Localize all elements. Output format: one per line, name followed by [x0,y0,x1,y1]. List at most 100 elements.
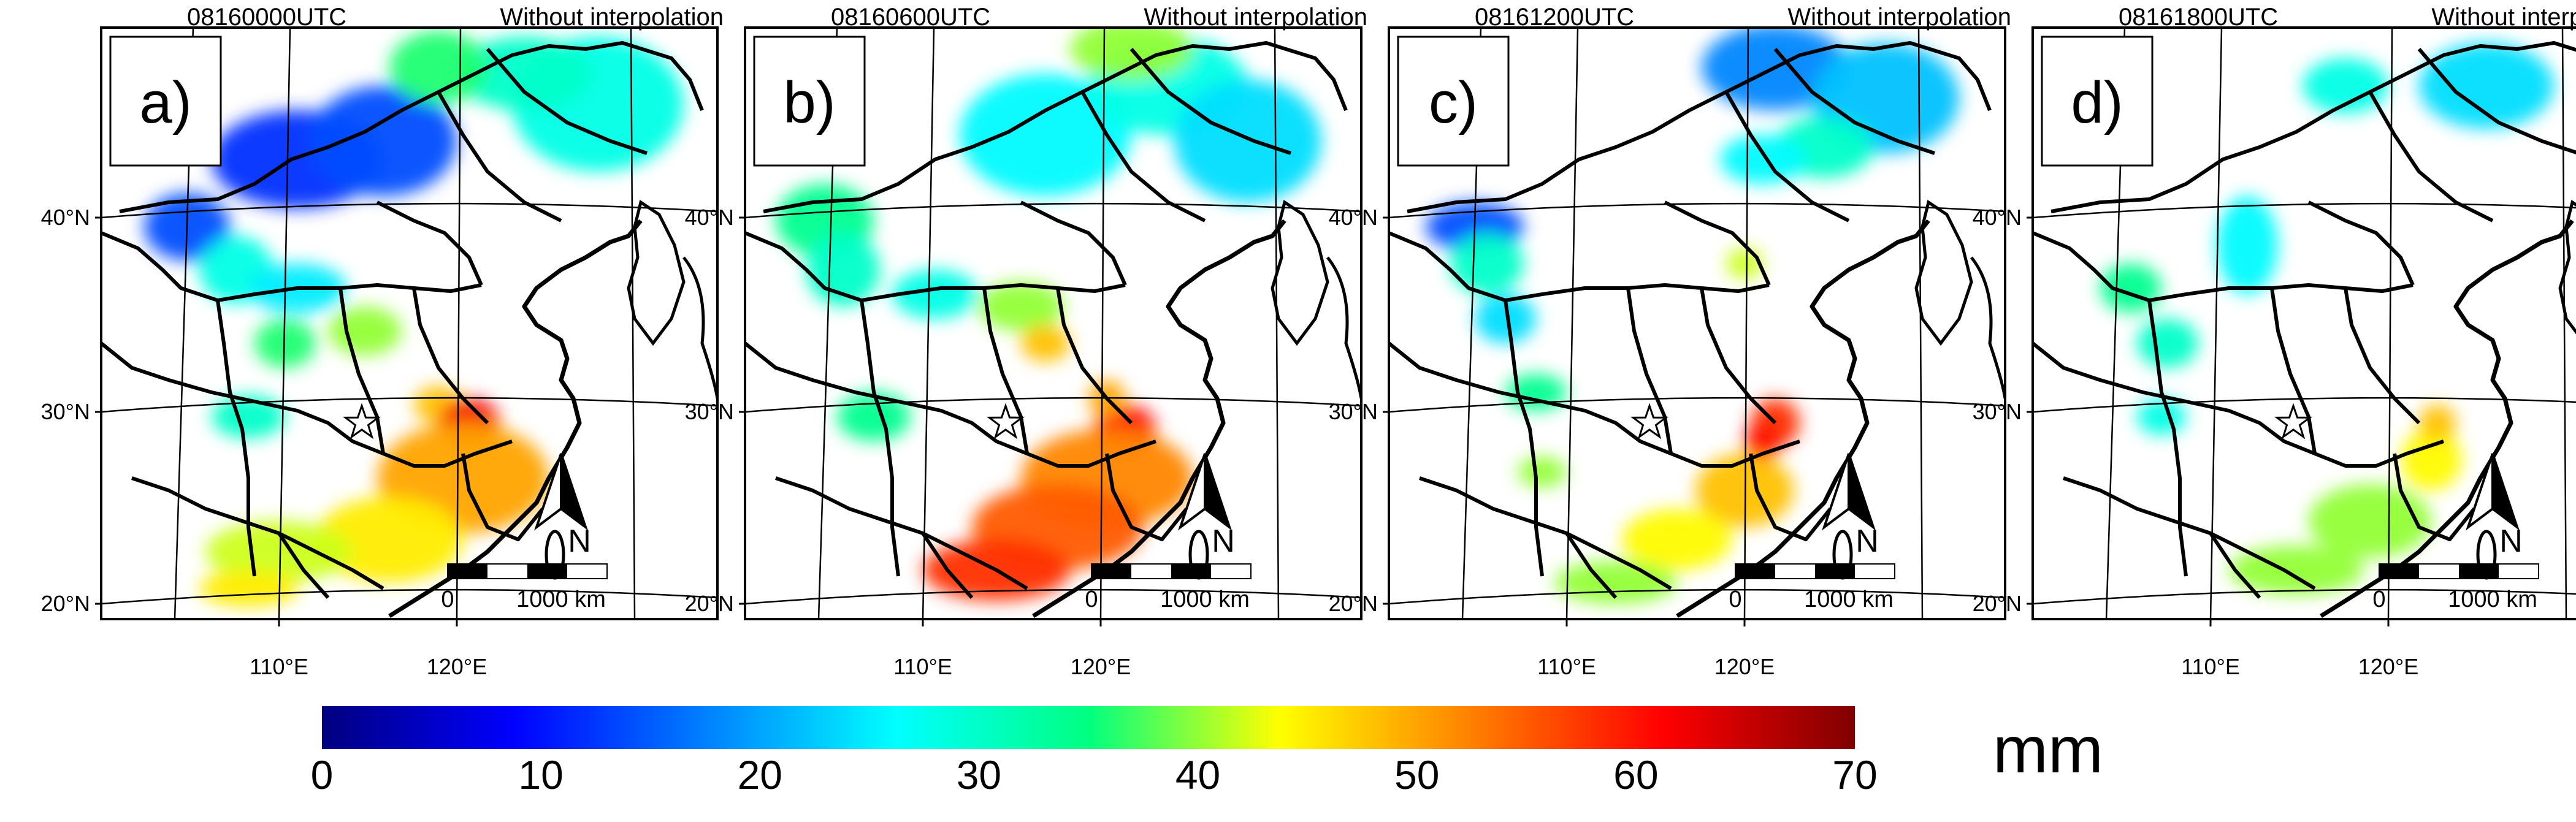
north-label: N [1212,523,1235,559]
precip-cell [2309,484,2431,558]
province-border [1504,300,1544,577]
province-border [2393,453,2476,541]
latitude-label: 20°N [41,591,90,616]
precip-cell [2419,405,2456,441]
province-border [1749,453,1832,541]
precip-cell [1622,509,1732,570]
province-border [921,532,974,599]
latitude-line [101,397,717,413]
province-border [745,341,1156,468]
province-border [1419,476,1672,590]
latitude-line [2033,588,2576,605]
precip-cell [316,497,463,582]
precip-cell [254,319,316,368]
longitude-label: 120°E [1071,654,1131,679]
province-border [216,300,256,577]
province-border [1020,200,1127,286]
scale-bar [447,563,608,579]
province-border [277,532,330,599]
scale-start-label: 0 [441,587,454,612]
colorbar-tick-label: 30 [956,752,1002,797]
map-area [745,28,1361,619]
map-frame [1388,26,2006,620]
coastline [388,219,643,618]
north-label: N [1856,523,1879,559]
province-border [2063,476,2316,590]
japan-outline [682,256,717,399]
north-label: N [568,523,591,559]
longitude-line [2209,28,2223,619]
panel-label-box [1397,36,1510,167]
latitude-line [1389,588,2005,605]
map-panel-a: a) N 0 1000 km 40°N 30°N 20°N 110°E 120°E 081600… [41,0,724,711]
method-note: Without interpolation [2431,4,2576,31]
longitude-label: 110°E [1537,654,1596,679]
precip-cell [1518,457,1567,487]
korea-outline [627,199,686,346]
precip-cell [310,86,457,196]
location-star-icon [342,403,381,440]
map-frame [2031,26,2576,620]
precip-cell [1070,28,1193,80]
province-border [1700,287,1777,425]
longitude-line [1565,28,1579,619]
map-canvas: a) N 0 1000 km 40°N 30°N 20°N 110°E 120°E [41,26,719,679]
latitude-label: 20°N [1973,591,2022,616]
longitude-label: 120°E [2358,654,2418,679]
latitude-label: 20°N [1329,591,1378,616]
province-border [2033,231,2414,302]
province-border [1056,287,1133,425]
scale-end-label: 1000 km [1804,587,1894,612]
province-border [486,48,648,155]
province-border [860,300,900,577]
longitude-line [2561,28,2567,619]
longitude-line [1743,28,1749,619]
precip-cell [2137,319,2198,368]
panel-label-box [753,36,866,167]
north-arrow-icon [1178,453,1232,531]
province-border [2417,48,2576,154]
latitude-label: 40°N [41,205,90,230]
map-panel-b: b) N 0 1000 km 40°N 30°N 20°N 110°E 120°E 081606… [685,0,1367,711]
latitude-label: 20°N [685,591,734,616]
colorbar-tick-label: 50 [1394,752,1440,797]
precip-cell [199,570,297,607]
precipitation-layer [2100,43,2554,595]
latitude-label: 40°N [1973,205,2022,230]
korea-outline [1914,199,1973,346]
province-border [376,200,483,286]
province-border [2033,341,2444,468]
map-area [1389,28,2005,619]
korea-outline [1271,199,1329,346]
precip-cell [837,392,911,441]
map-frame [744,26,1363,620]
method-note: Without interpolation [500,4,724,31]
longitude-label: 110°E [893,654,952,679]
latitude-line [1389,397,2005,413]
scale-start-label: 0 [1085,587,1098,612]
coastline [1676,219,1930,618]
precip-cell [978,282,1064,331]
north-arrow-icon [534,453,588,531]
scale-end-label: 1000 km [2448,587,2537,612]
precip-cell [1450,233,1524,294]
precip-cell [328,306,402,356]
province-border [1129,48,1291,155]
latitude-line [745,397,1361,413]
latitude-label: 30°N [41,399,90,424]
precip-cell [2217,196,2278,294]
longitude-label: 120°E [1714,654,1775,679]
precip-cell [1726,248,1763,279]
time-label: 08160000UTC [187,4,347,31]
province-border [1724,91,1850,223]
precip-cell [1475,294,1536,343]
province-border [2209,532,2261,599]
colorbar-tick-label: 40 [1175,752,1221,797]
province-border [1080,91,1206,223]
precip-cell [2303,58,2388,113]
colorbar-tick-label: 60 [1613,752,1659,797]
latitude-label: 30°N [1973,399,2022,424]
colorbar-tick-label: 20 [737,752,782,797]
panel-label: d) [2071,70,2123,135]
longitude-line [278,28,291,619]
